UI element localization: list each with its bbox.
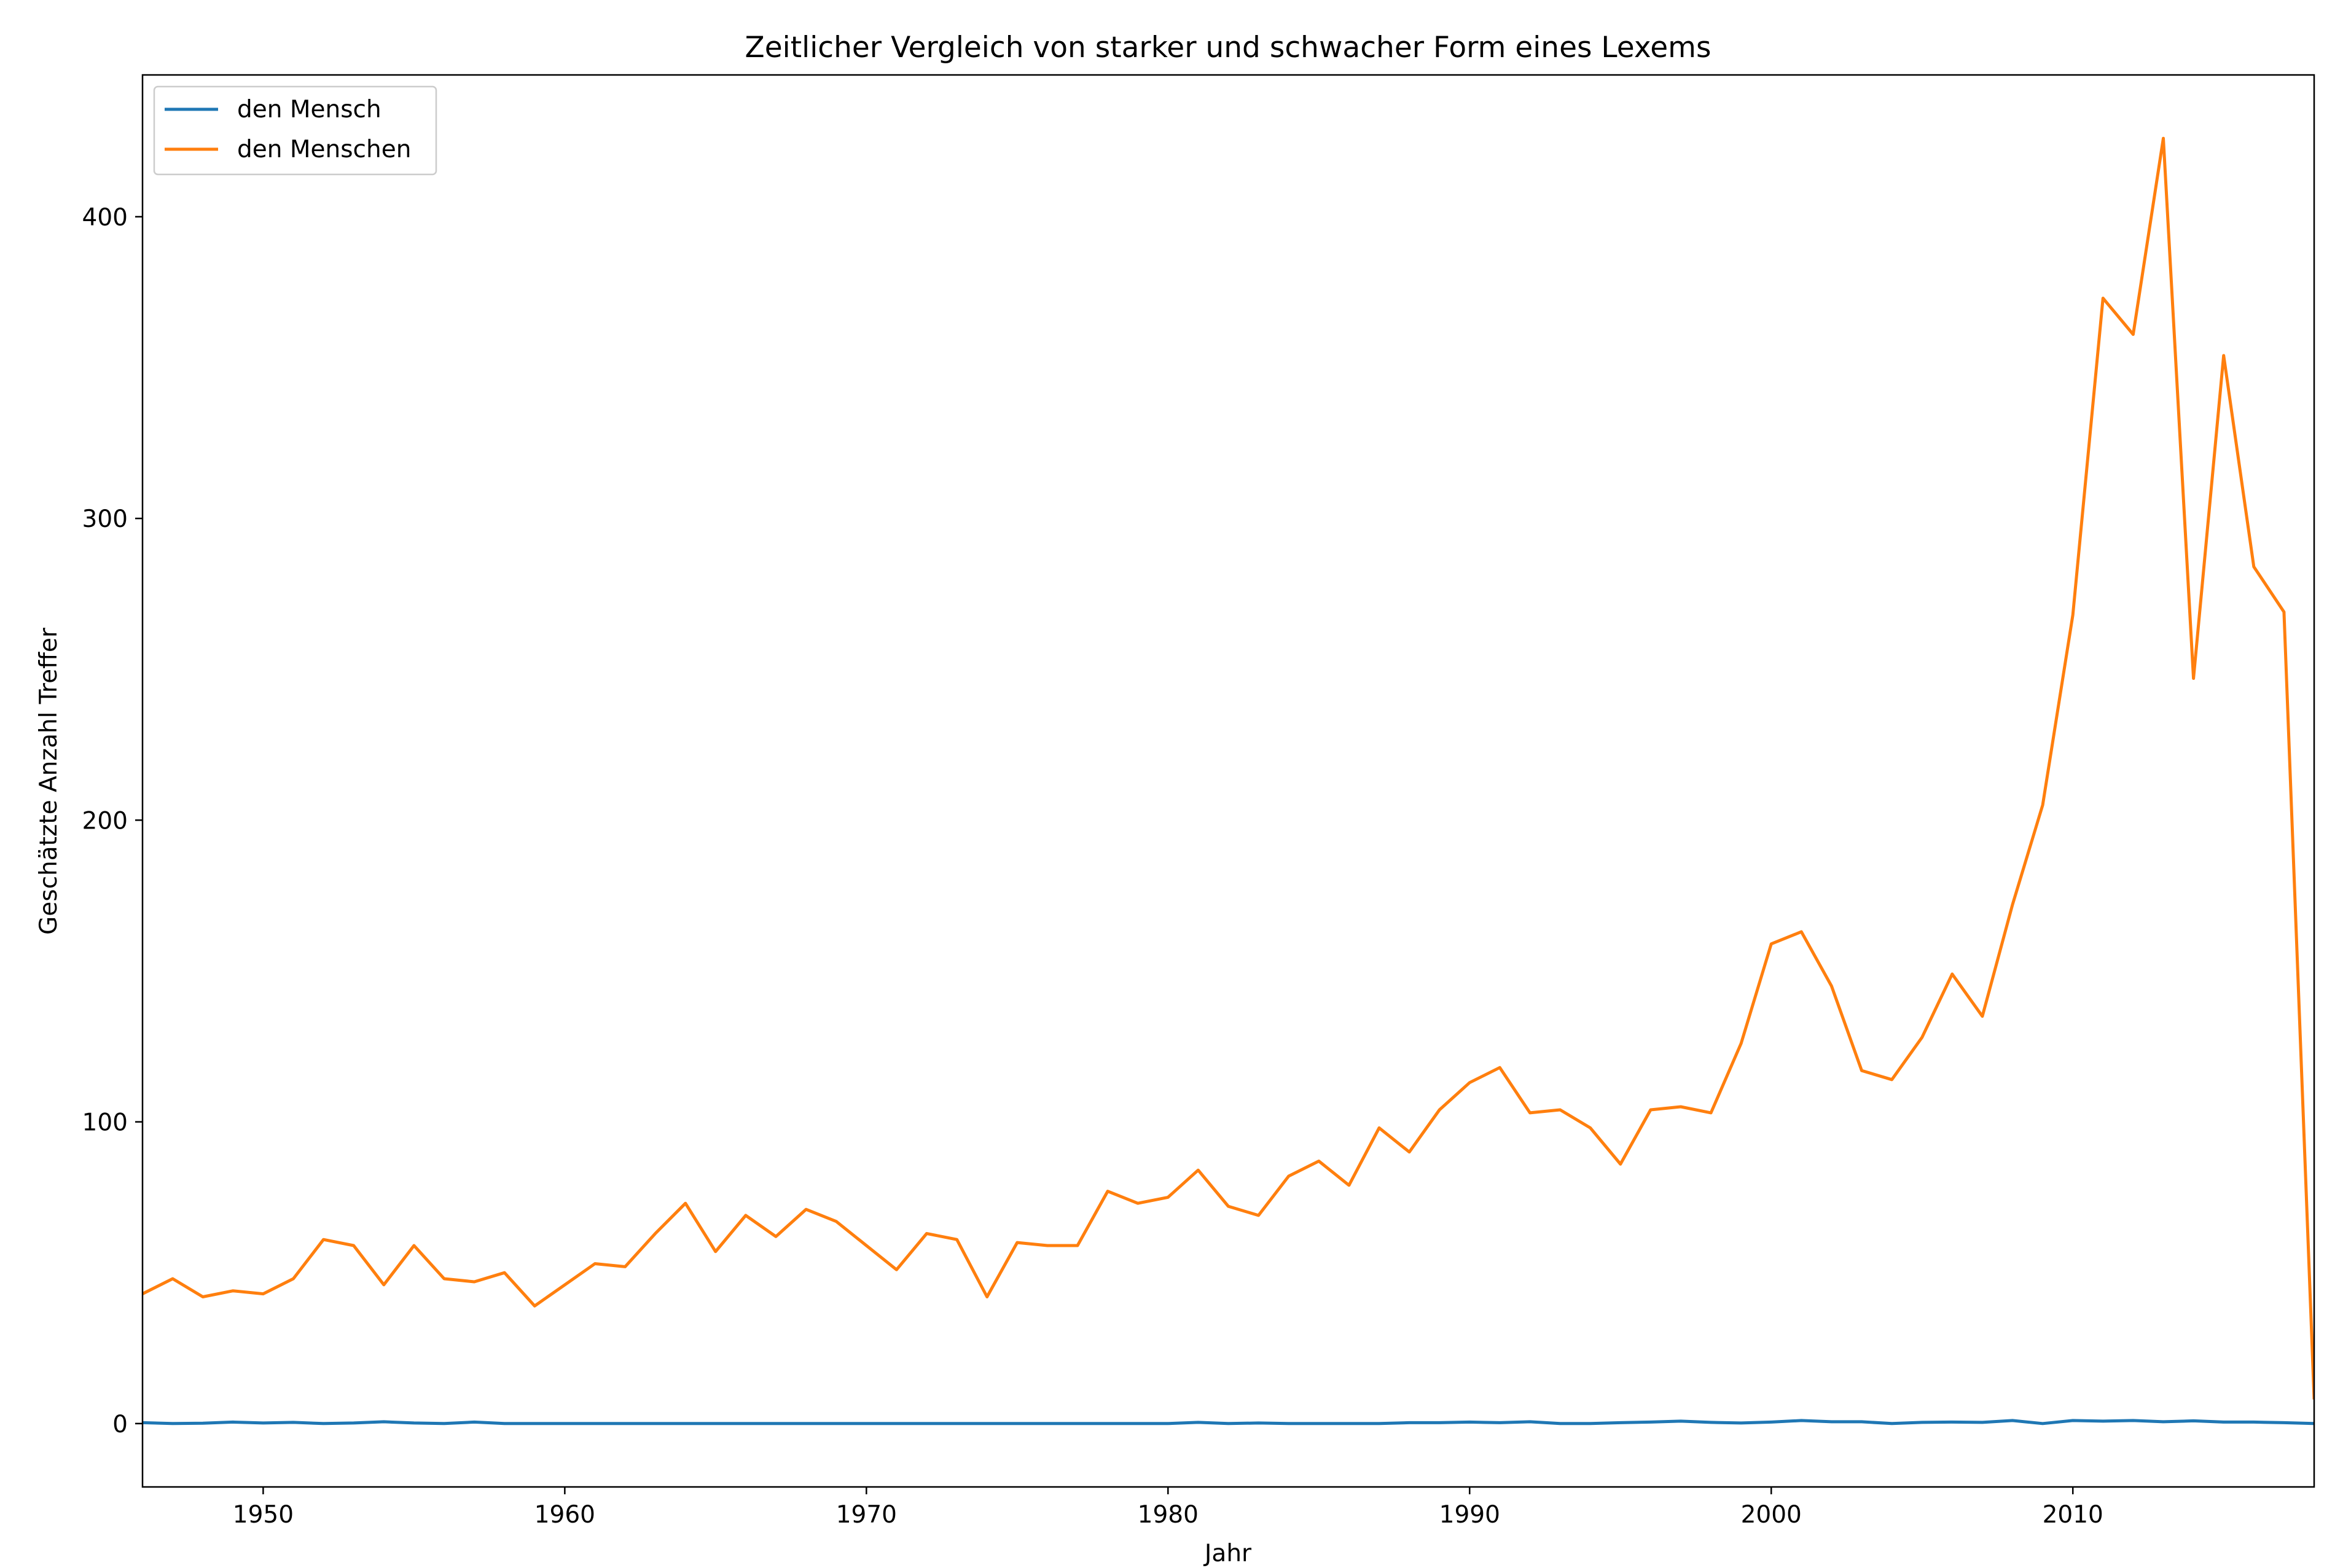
x-tick-label: 1990: [1439, 1501, 1500, 1529]
x-tick-label: 1980: [1138, 1501, 1199, 1529]
y-tick-label: 400: [82, 204, 128, 232]
chart-title: Zeitlicher Vergleich von starker und sch…: [745, 31, 1711, 64]
series-line-0: [143, 1419, 2314, 1426]
x-axis-label: Jahr: [1203, 1540, 1252, 1567]
y-tick-label: 100: [82, 1109, 128, 1137]
y-tick-label: 0: [112, 1411, 128, 1438]
y-axis-label: Geschätzte Anzahl Treffer: [35, 627, 63, 935]
y-tick-label: 300: [82, 505, 128, 533]
y-tick-label: 200: [82, 807, 128, 835]
x-tick-label: 1960: [534, 1501, 595, 1529]
legend-label-1: den Menschen: [237, 136, 411, 163]
plot-area: [143, 136, 2314, 1426]
x-tick-label: 2010: [2043, 1501, 2103, 1529]
x-tick-label: 1950: [233, 1501, 294, 1529]
axes-frame: [141, 74, 2315, 1488]
series-line-1: [143, 136, 2314, 1400]
legend: den Mensch den Menschen: [153, 85, 437, 176]
legend-box: [153, 85, 437, 176]
legend-label-0: den Mensch: [237, 96, 381, 123]
x-tick-label: 2000: [1741, 1501, 1802, 1529]
axis-ticks: 1950 1960 1970 1980 1990 2000 2010 0 100 200 300 40…: [82, 204, 2103, 1529]
x-tick-label: 1970: [836, 1501, 897, 1529]
